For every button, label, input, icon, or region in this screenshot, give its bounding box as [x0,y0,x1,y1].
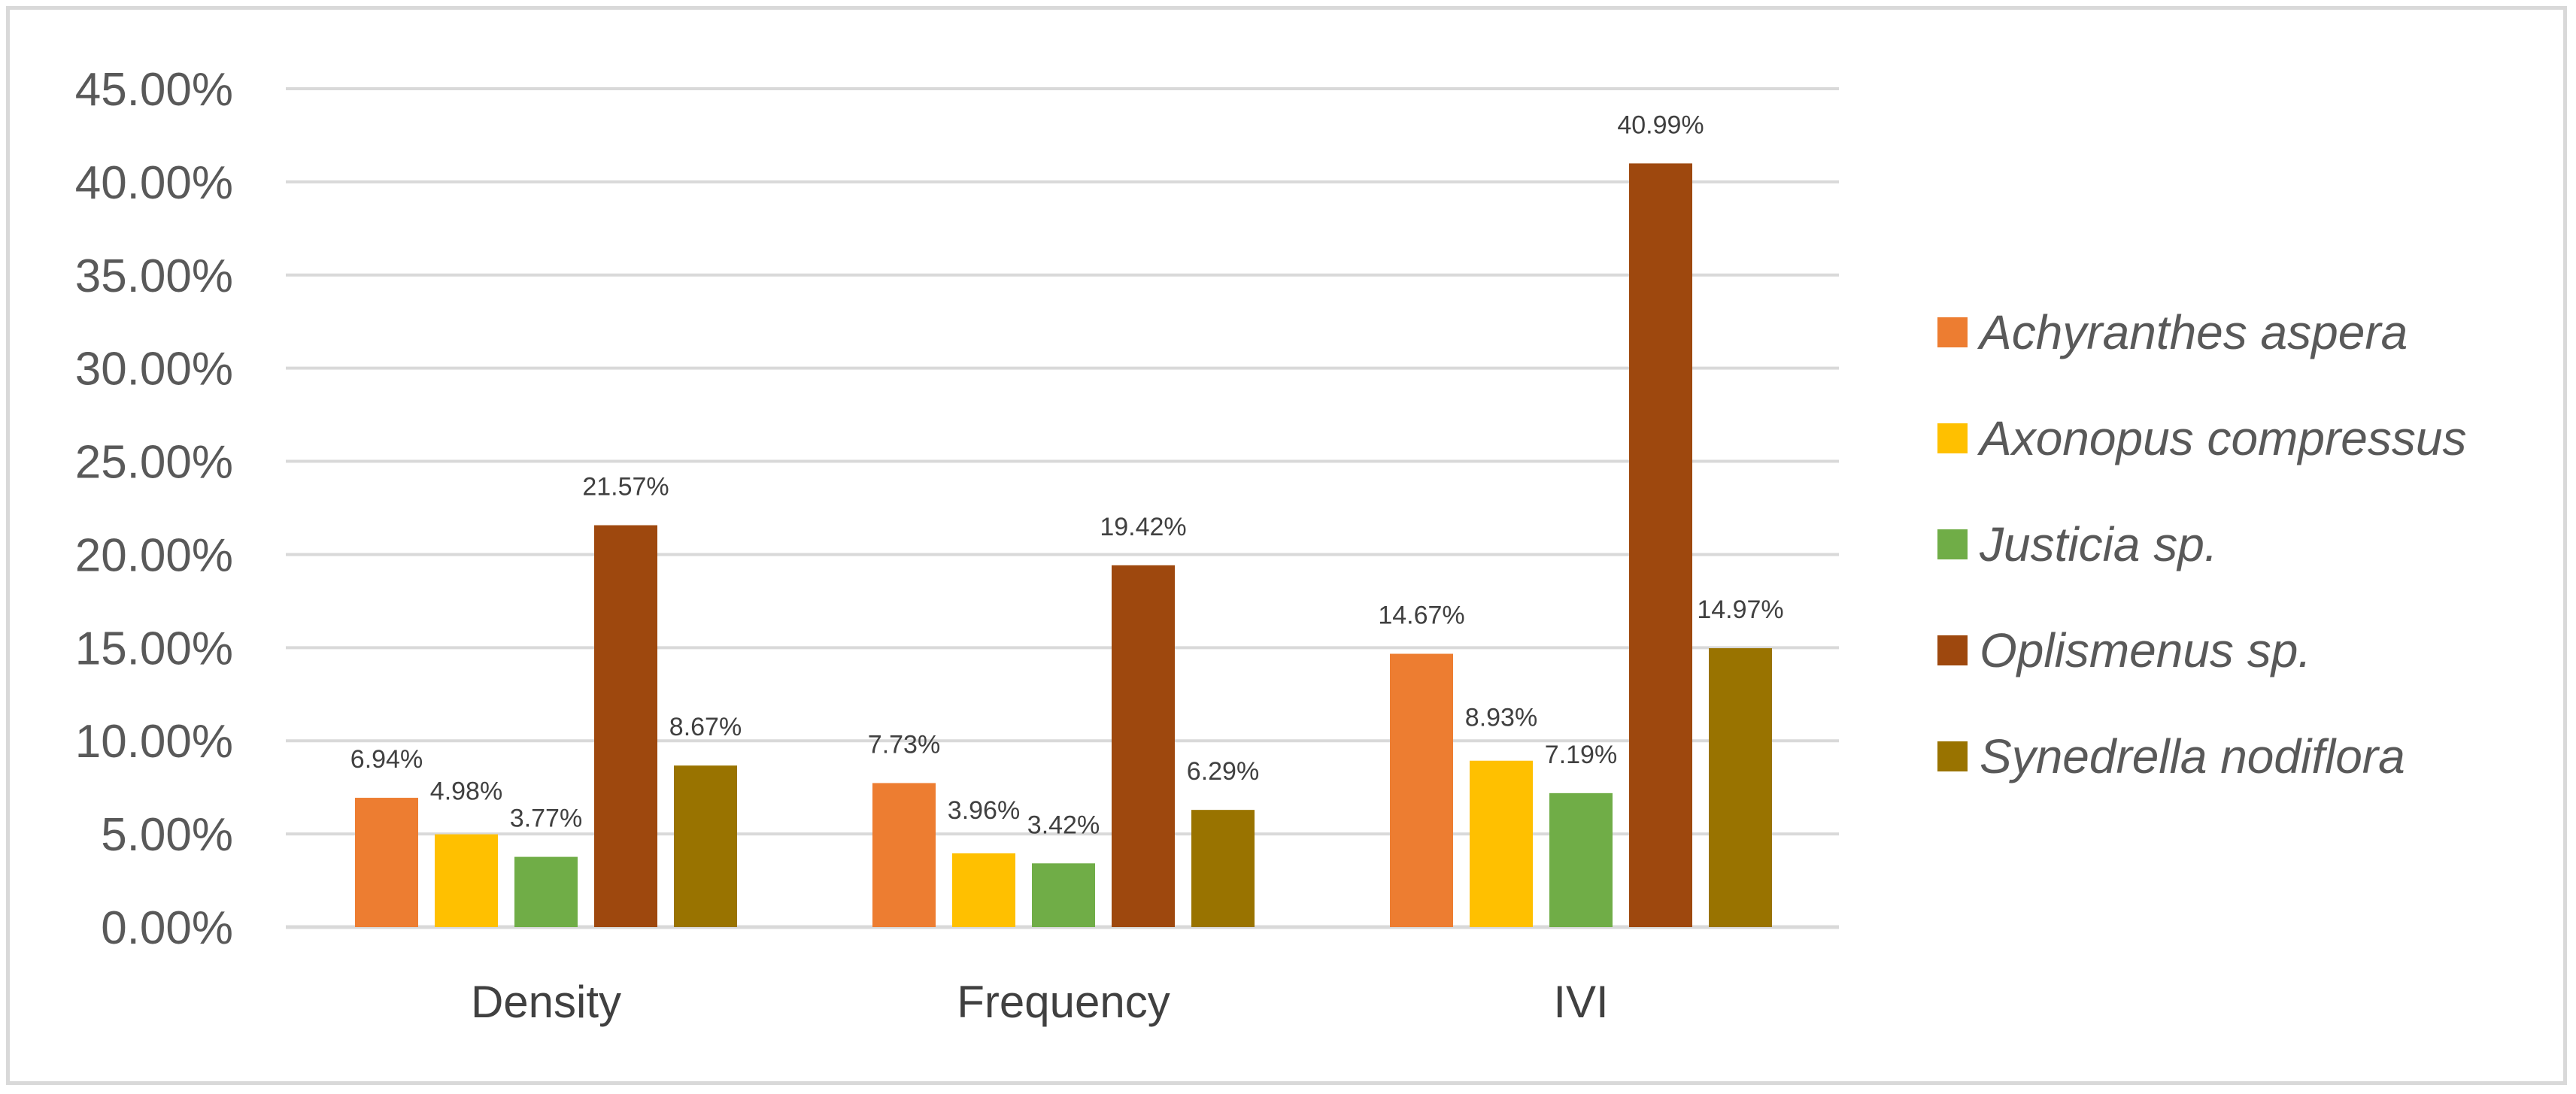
bar [1549,792,1613,927]
bar [514,856,578,927]
chart-frame [6,6,2567,1085]
bar [1032,863,1095,927]
bar [594,525,657,927]
legend-label: Justicia sp. [1979,517,2218,571]
data-label: 3.96% [948,796,1020,825]
bar [355,798,418,927]
bar [1390,653,1453,927]
y-axis-tick-labels: 0.00% 5.00% 10.00% 15.00% 20.00% 25.00% 30.00%… [75,64,233,954]
y-tick-label: 0.00% [101,902,233,954]
x-axis-category-labels: Density Frequency IVI [471,977,1609,1027]
bar [435,834,498,927]
legend-swatch [1937,529,1968,559]
data-label: 7.73% [868,730,940,759]
data-label: 6.29% [1187,757,1259,786]
legend-swatch [1937,317,1968,347]
bar [1629,163,1692,927]
legend-label: Achyranthes aspera [1977,305,2408,359]
data-label: 8.93% [1465,704,1537,732]
bar [872,783,936,927]
y-tick-label: 25.00% [75,437,233,489]
legend-swatch [1937,423,1968,453]
bar [674,765,737,927]
x-category-label: Frequency [957,977,1170,1027]
bars [355,163,1772,927]
y-tick-label: 40.00% [75,157,233,209]
legend-swatch [1937,635,1968,665]
data-label: 19.42% [1100,513,1186,541]
data-label: 6.94% [350,745,423,774]
y-tick-label: 45.00% [75,64,233,116]
data-label: 14.67% [1378,602,1464,630]
data-label: 14.97% [1697,595,1783,624]
data-label: 8.67% [669,713,742,741]
y-tick-label: 15.00% [75,623,233,674]
x-category-label: IVI [1553,977,1608,1027]
legend-label: Axonopus compressus [1977,411,2466,465]
y-tick-label: 20.00% [75,529,233,581]
bar [1191,810,1255,927]
data-label: 3.77% [510,805,582,833]
legend-swatch [1937,741,1968,771]
data-label: 21.57% [582,473,669,502]
x-category-label: Density [471,977,621,1027]
bar [1709,648,1772,927]
y-tick-label: 10.00% [75,716,233,768]
legend: Achyranthes aspera Axonopus compressus Jus… [1937,305,2466,783]
y-tick-label: 30.00% [75,344,233,395]
data-label: 3.42% [1027,811,1100,839]
data-labels: 6.94% 7.73% 14.67% 4.98% 3.96% 8.93% 3.77% 3.42… [350,111,1784,839]
legend-label: Oplismenus sp. [1980,623,2311,677]
y-tick-label: 35.00% [75,250,233,302]
bar [1112,565,1175,927]
legend-label: Synedrella nodiflora [1980,729,2405,783]
data-label: 4.98% [430,777,502,806]
data-label: 7.19% [1545,741,1617,769]
bar [1470,760,1533,927]
y-tick-label: 5.00% [101,809,233,861]
bar [952,853,1015,927]
data-label: 40.99% [1617,111,1704,139]
